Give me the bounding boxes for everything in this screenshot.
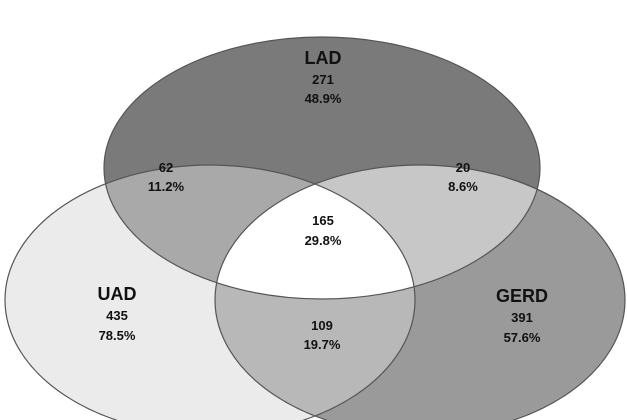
uad-count: 435	[106, 308, 128, 323]
lad-uad-percent: 11.2%	[148, 179, 185, 194]
gerd-name: GERD	[496, 286, 548, 306]
all-percent: 29.8%	[305, 233, 342, 248]
ellipse-outlines	[4, 36, 626, 420]
lad-uad-count: 62	[159, 160, 173, 175]
uad-gerd-count: 109	[311, 318, 333, 333]
gerd-count: 391	[511, 310, 533, 325]
lad-name: LAD	[305, 48, 342, 68]
all-overlap	[215, 165, 415, 299]
all-count: 165	[312, 213, 334, 228]
lad-percent: 48.9%	[305, 91, 342, 106]
gerd-percent: 57.6%	[504, 330, 541, 345]
uad-percent: 78.5%	[99, 328, 136, 343]
lad-gerd-percent: 8.6%	[448, 179, 478, 194]
uad-gerd-percent: 19.7%	[304, 337, 341, 352]
lad-count: 271	[312, 72, 334, 87]
lad-gerd-count: 20	[456, 160, 470, 175]
uad-name: UAD	[98, 284, 137, 304]
